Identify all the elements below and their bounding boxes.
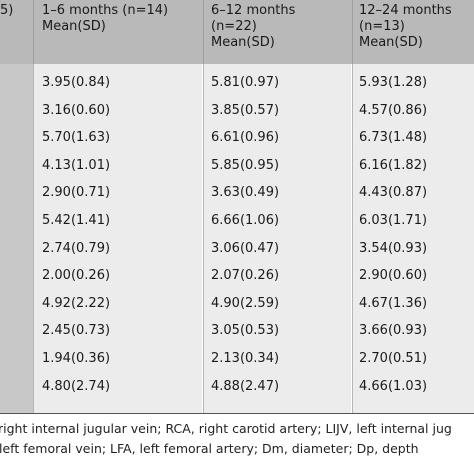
- table-cell: 2.45(0.73): [42, 323, 111, 338]
- table-cell: 4.66(1.03): [359, 379, 428, 394]
- table-cell: 4.57(0.86): [359, 103, 428, 118]
- table-cell: 6.03(1.71): [359, 213, 428, 228]
- column-separator: [203, 64, 204, 414]
- table-cell: 3.95(0.84): [42, 75, 111, 90]
- table-cell: 4.88(2.47): [211, 379, 280, 394]
- table-cell: 4.92(2.22): [42, 296, 111, 311]
- table-cell: 4.90(2.59): [211, 296, 280, 311]
- table-cell: 3.54(0.93): [359, 241, 428, 256]
- column-background: [33, 64, 202, 414]
- table-cell: 5.81(0.97): [211, 75, 280, 90]
- table-cell: 6.73(1.48): [359, 130, 428, 145]
- footnote-line-2: left femoral vein; LFA, left femoral art…: [0, 441, 419, 456]
- column-separator: [352, 64, 353, 414]
- table-cell: 4.80(2.74): [42, 379, 111, 394]
- column-header-line: 5): [0, 3, 14, 18]
- table-cell: 3.06(0.47): [211, 241, 280, 256]
- first-column-shading: [0, 64, 33, 414]
- table-bottom-rule: [0, 413, 474, 414]
- table-cell: 5.70(1.63): [42, 130, 111, 145]
- column-header-line: (n=22): [211, 19, 257, 34]
- table-cell: 3.85(0.57): [211, 103, 280, 118]
- table-cell: 3.05(0.53): [211, 323, 280, 338]
- header-separator: [352, 0, 353, 64]
- column-header-line: 6–12 months: [211, 3, 296, 18]
- column-header-line: Mean(SD): [359, 35, 423, 50]
- table-cell: 5.42(1.41): [42, 213, 111, 228]
- column-header-line: 12–24 months: [359, 3, 452, 18]
- column-header-line: Mean(SD): [42, 19, 106, 34]
- column-header-2: 6–12 months (n=22) Mean(SD): [211, 3, 295, 51]
- table-cell: 2.70(0.51): [359, 351, 428, 366]
- footnote-line-1: right internal jugular vein; RCA, right …: [0, 421, 452, 436]
- table-cell: 5.85(0.95): [211, 158, 280, 173]
- column-header-3: 12–24 months (n=13) Mean(SD): [359, 3, 452, 51]
- table-cell: 4.67(1.36): [359, 296, 428, 311]
- table-cell: 2.07(0.26): [211, 268, 280, 283]
- table-cell: 1.94(0.36): [42, 351, 111, 366]
- table-cell: 2.13(0.34): [211, 351, 280, 366]
- column-header-line: Mean(SD): [211, 35, 275, 50]
- table-header: [0, 0, 474, 64]
- table-cell: 4.13(1.01): [42, 158, 111, 173]
- column-background: [352, 64, 474, 414]
- table-cell: 2.90(0.71): [42, 185, 111, 200]
- header-separator: [203, 0, 204, 64]
- column-header-line: (n=13): [359, 19, 405, 34]
- table-cell: 2.90(0.60): [359, 268, 428, 283]
- column-background: [203, 64, 351, 414]
- table-cell: 5.93(1.28): [359, 75, 428, 90]
- table-cell: 6.16(1.82): [359, 158, 428, 173]
- table-cell: 3.66(0.93): [359, 323, 428, 338]
- table-cell: 6.61(0.96): [211, 130, 280, 145]
- table-cell: 2.00(0.26): [42, 268, 111, 283]
- table-cell: 3.63(0.49): [211, 185, 280, 200]
- table-cell: 2.74(0.79): [42, 241, 111, 256]
- column-header-line: 1–6 months (n=14): [42, 3, 169, 18]
- column-header-1: 1–6 months (n=14) Mean(SD): [42, 3, 168, 35]
- header-separator: [33, 0, 34, 64]
- column-separator: [33, 64, 34, 414]
- column-header-0: 5): [0, 3, 13, 19]
- table-cell: 6.66(1.06): [211, 213, 280, 228]
- table-cell: 4.43(0.87): [359, 185, 428, 200]
- table-cell: 3.16(0.60): [42, 103, 111, 118]
